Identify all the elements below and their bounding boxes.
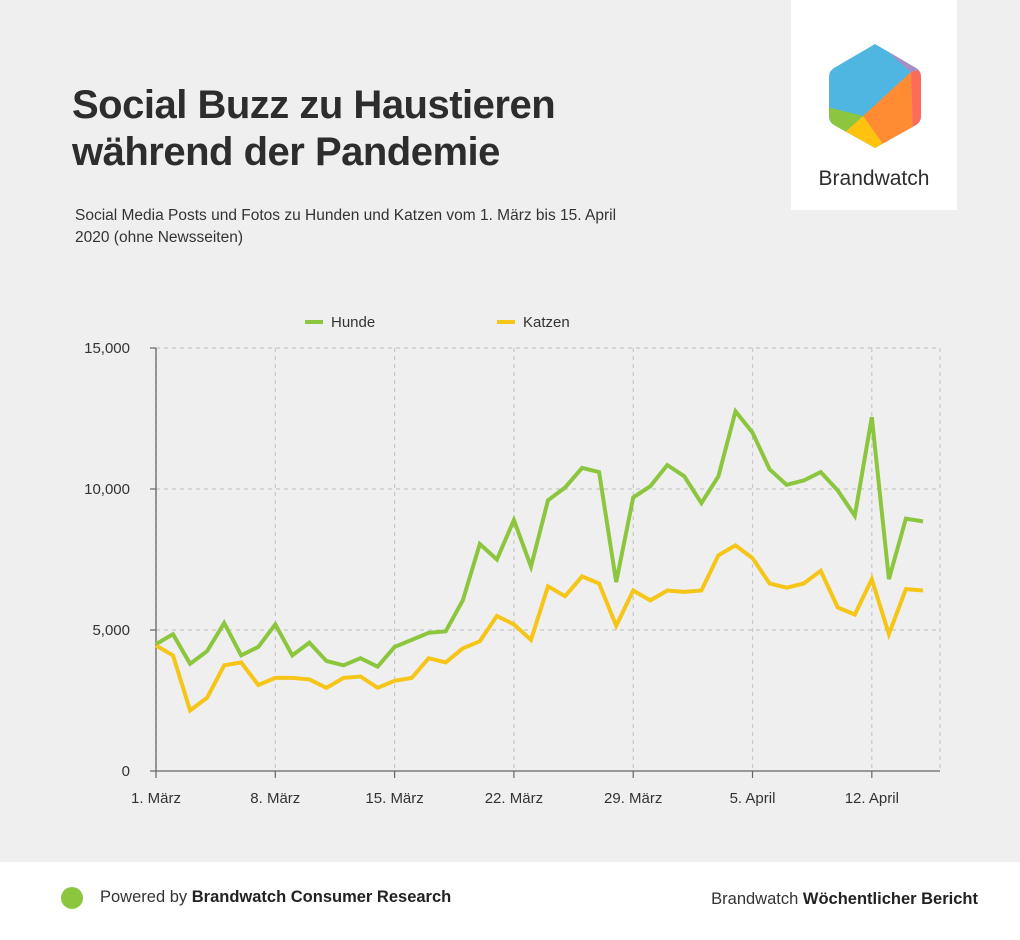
page-title: Social Buzz zu Haustieren während der Pa…: [72, 82, 692, 176]
powered-brand: Brandwatch Consumer Research: [191, 888, 452, 906]
x-tick-label: 5. April: [730, 790, 776, 807]
y-tick-label: 5,000: [92, 622, 130, 639]
series-line-hunde: [154, 407, 924, 670]
legend-label-katzen: Katzen: [523, 314, 570, 331]
chart-grid: [155, 347, 941, 771]
y-tick-label: 15,000: [84, 340, 130, 357]
x-tick-label: 22. März: [485, 790, 543, 807]
chart-axes: 0 5,000 10,000 15,000 1. März 8. März 15. März…: [84, 340, 940, 807]
y-tick-label: 10,000: [84, 481, 130, 498]
subtitle: Social Media Posts und Fotos zu Hunden u…: [75, 207, 617, 246]
chart-legend: Hunde Katzen: [305, 314, 570, 331]
series-line-katzen: [154, 543, 924, 714]
chart-series: [154, 407, 924, 714]
brand-logo-card: Brandwatch: [791, 0, 957, 210]
title-line-2: während der Pandemie: [72, 130, 500, 174]
green-dot-icon: [61, 887, 83, 909]
x-tick-label: 1. März: [131, 790, 181, 807]
line-chart: 0 5,000 10,000 15,000 1. März 8. März 15. März…: [84, 314, 941, 807]
footer: Powered by Brandwatch Consumer Research …: [0, 862, 1020, 940]
powered-by-text: Powered by Brandwatch Consumer Research: [100, 888, 451, 907]
report-prefix: Brandwatch: [711, 890, 799, 908]
x-tick-label: 12. April: [845, 790, 899, 807]
x-tick-label: 8. März: [250, 790, 300, 807]
brand-name: Brandwatch: [818, 167, 930, 190]
brandwatch-hexagon-icon: [829, 44, 921, 148]
x-tick-label: 15. März: [365, 790, 423, 807]
title-line-1: Social Buzz zu Haustieren: [72, 83, 556, 127]
powered-prefix: Powered by: [100, 888, 188, 906]
report-text: Brandwatch Wöchentlicher Bericht: [711, 890, 978, 909]
x-tick-label: 29. März: [604, 790, 662, 807]
y-tick-label: 0: [122, 763, 130, 780]
report-name: Wöchentlicher Bericht: [802, 890, 978, 908]
legend-label-hunde: Hunde: [331, 314, 375, 331]
